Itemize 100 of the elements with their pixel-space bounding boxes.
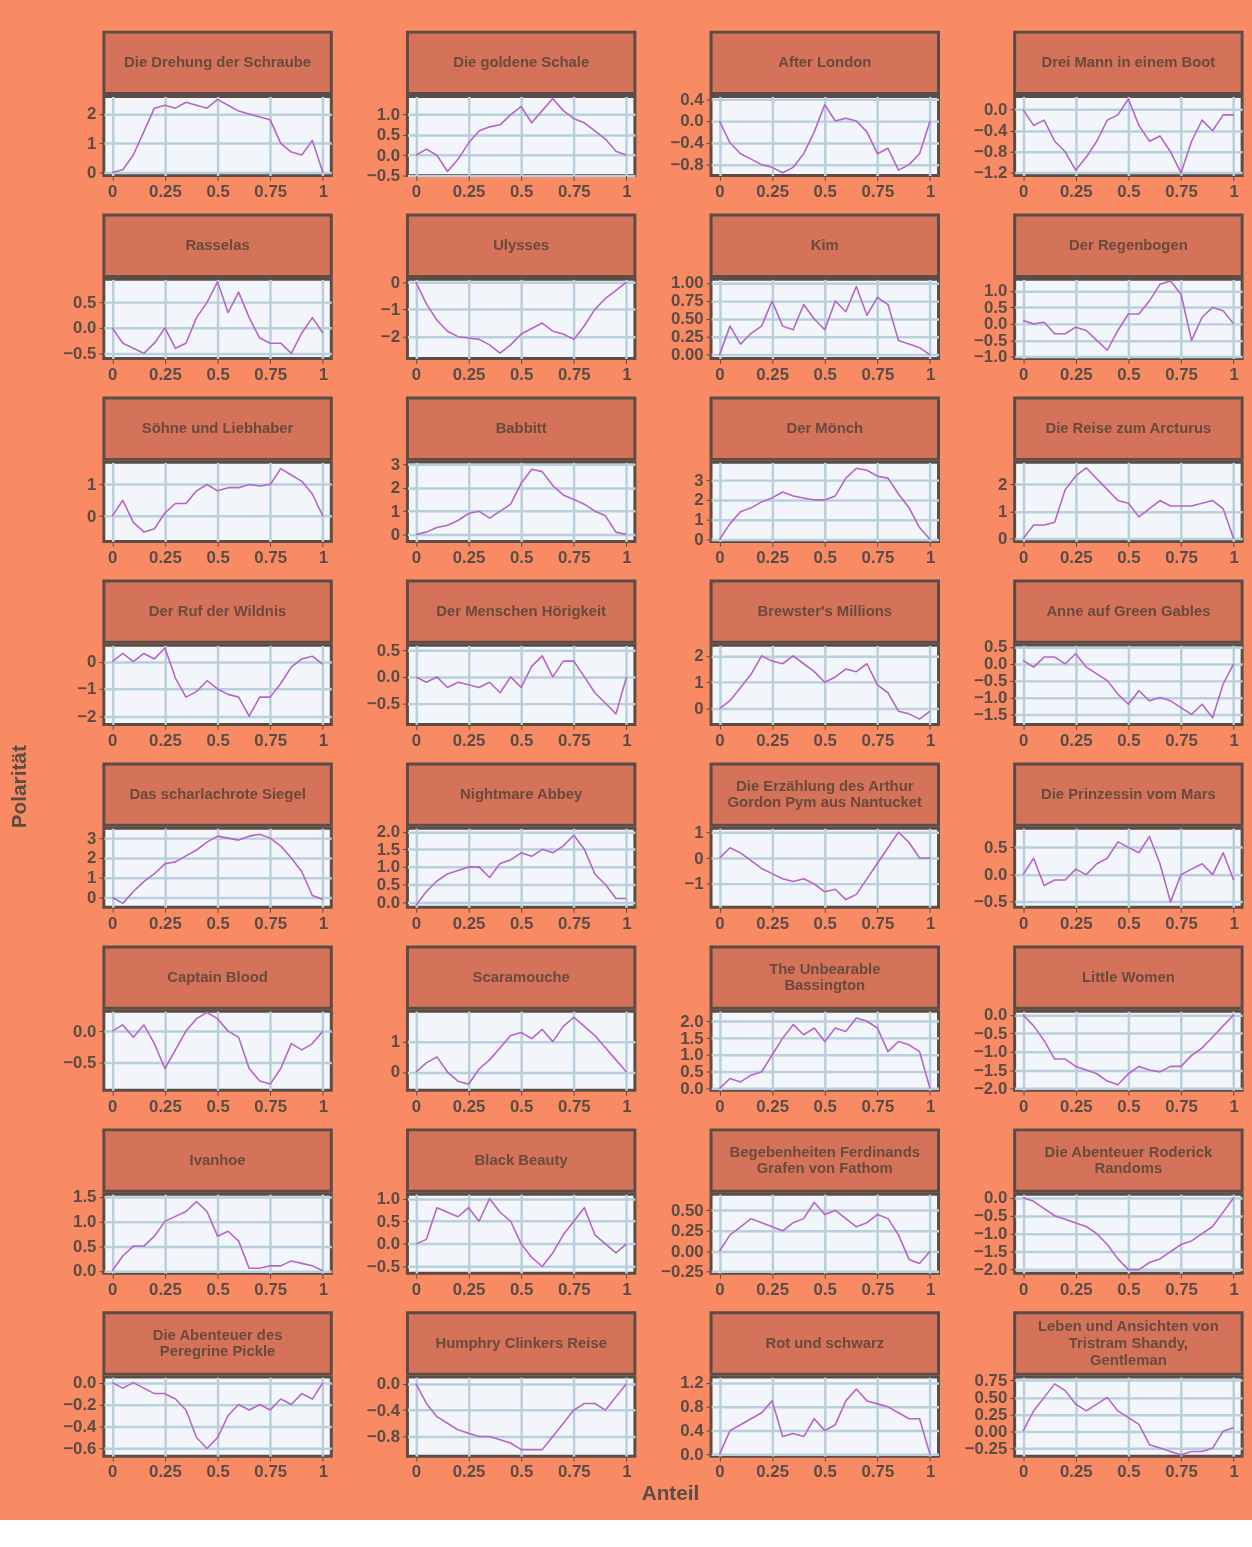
x-tick-label: 0.75 xyxy=(1165,1279,1198,1299)
y-tick-label: −0.5 xyxy=(974,892,1008,912)
y-tick-label: −0.25 xyxy=(964,1438,1008,1458)
x-tick-label: 1 xyxy=(925,181,936,201)
x-tick-label: 0 xyxy=(411,913,422,933)
y-tick-label: 0.0 xyxy=(983,654,1008,674)
x-tick-label: 0.5 xyxy=(1117,1096,1141,1116)
line-series xyxy=(1022,466,1235,540)
y-tick-label: −0.8 xyxy=(670,155,704,175)
x-tick-label: 0.5 xyxy=(509,1096,534,1116)
line-series xyxy=(415,1197,628,1268)
y-tick-label: 0.25 xyxy=(974,1404,1008,1424)
x-tick-label: 0.5 xyxy=(509,1462,534,1482)
y-tick-label: 0.0 xyxy=(680,111,704,131)
x-tick-label: 0.25 xyxy=(452,913,486,933)
x-tick-label: 0 xyxy=(108,913,118,933)
y-tick-label: 0.0 xyxy=(73,1261,97,1281)
x-tick-label: 0.25 xyxy=(756,1279,789,1299)
x-tick-label: 0 xyxy=(715,730,725,750)
x-tick-label: 1 xyxy=(925,913,936,933)
chart-title: Der Mönch xyxy=(786,420,864,437)
y-tick-label: 3 xyxy=(87,828,97,848)
y-tick-label: −1 xyxy=(684,874,704,894)
x-tick-label: 1 xyxy=(622,1096,632,1116)
x-tick-label: 0 xyxy=(411,1462,422,1482)
x-tick-label: 0.25 xyxy=(1059,1096,1093,1116)
x-tick-label: 0.5 xyxy=(1117,547,1141,567)
y-tick-label: 0.0 xyxy=(376,1234,401,1254)
y-tick-label: −0.4 xyxy=(366,1400,401,1420)
x-tick-label: 0 xyxy=(411,364,422,384)
y-tick-label: 2 xyxy=(694,646,704,666)
y-tick-label: 0 xyxy=(694,848,704,868)
y-tick-label: −0.4 xyxy=(63,1416,98,1436)
line-series xyxy=(415,97,628,173)
chart-title: Die Erzählung des Arthur Gordon Pym aus Nantucket xyxy=(727,777,923,811)
y-tick-label: 0.0 xyxy=(376,1374,401,1394)
x-tick-label: 1 xyxy=(1229,364,1239,384)
x-tick-label: 0 xyxy=(108,1279,118,1299)
chart-title: Die Abenteuer Roderick Randoms xyxy=(1044,1143,1213,1177)
x-tick-label: 0.25 xyxy=(149,181,182,201)
y-tick-label: −0.5 xyxy=(974,1023,1008,1043)
chart-title: Brewster's Millions xyxy=(757,603,893,620)
y-tick-label: 0 xyxy=(390,1062,401,1082)
y-tick-label: −0.5 xyxy=(366,165,401,185)
y-tick-label: 0.0 xyxy=(73,1021,97,1041)
line-series xyxy=(718,467,931,541)
y-tick-label: 0.25 xyxy=(670,1221,704,1241)
x-tick-label: 0.5 xyxy=(206,1462,230,1482)
x-tick-label: 0.5 xyxy=(1117,181,1141,201)
x-tick-label: 0.25 xyxy=(149,1279,182,1299)
y-axis-title: Polarität xyxy=(6,745,30,829)
x-tick-label: 0.75 xyxy=(557,730,591,750)
x-tick-label: 0.25 xyxy=(149,1096,182,1116)
x-tick-label: 0.25 xyxy=(1059,547,1093,567)
y-tick-label: 0.5 xyxy=(983,637,1008,657)
line-series xyxy=(415,281,628,354)
x-tick-label: 0 xyxy=(1018,913,1029,933)
y-tick-label: 0.0 xyxy=(983,865,1008,885)
y-tick-label: 0.5 xyxy=(73,1236,97,1256)
x-tick-label: 1 xyxy=(318,913,329,933)
x-tick-label: 0.5 xyxy=(1117,1462,1141,1482)
y-tick-label: −0.5 xyxy=(63,1052,97,1072)
x-tick-label: 1 xyxy=(622,1279,632,1299)
y-tick-label: 1.0 xyxy=(376,857,401,877)
y-tick-label: 0.00 xyxy=(670,1241,704,1261)
x-tick-label: 0 xyxy=(1018,1462,1029,1482)
y-tick-label: 0.5 xyxy=(376,641,401,660)
x-tick-label: 0 xyxy=(715,1279,725,1299)
chart-title: After London xyxy=(778,54,872,71)
y-tick-label: −2.0 xyxy=(974,1260,1008,1280)
x-tick-label: 0.75 xyxy=(254,1462,288,1482)
x-tick-label: 1 xyxy=(318,1279,329,1299)
line-series xyxy=(1022,1014,1235,1086)
chart-title: Humphry Clinkers Reise xyxy=(435,1334,607,1351)
x-tick-label: 0.75 xyxy=(861,364,895,384)
x-tick-label: 0 xyxy=(715,1096,725,1116)
chart-title: Söhne und Liebhaber xyxy=(141,420,294,437)
chart-title: Anne auf Green Gables xyxy=(1046,603,1211,620)
x-tick-label: 0 xyxy=(411,1096,422,1116)
x-tick-label: 1 xyxy=(318,547,329,567)
x-tick-label: 0 xyxy=(411,547,422,567)
x-tick-label: 0.75 xyxy=(1165,1096,1198,1116)
y-tick-label: 0.0 xyxy=(680,1079,704,1099)
line-series xyxy=(1022,280,1235,352)
line-series xyxy=(111,647,324,717)
chart-title: Ulysses xyxy=(493,237,550,254)
x-tick-label: 0.25 xyxy=(149,730,182,750)
chart-title: Captain Blood xyxy=(167,969,268,986)
y-tick-label: 0 xyxy=(694,529,704,549)
x-tick-label: 1 xyxy=(318,181,329,201)
chart-title: Black Beauty xyxy=(474,1151,569,1168)
x-tick-label: 0.5 xyxy=(509,181,534,201)
x-tick-label: 0.25 xyxy=(452,1462,486,1482)
x-tick-label: 1 xyxy=(318,364,329,384)
line-series xyxy=(111,98,324,174)
y-tick-label: 0.0 xyxy=(983,1005,1008,1025)
x-tick-label: 1 xyxy=(622,181,632,201)
y-tick-label: 1 xyxy=(997,501,1008,521)
y-tick-label: 1.0 xyxy=(680,1045,704,1065)
y-tick-label: −0.5 xyxy=(63,343,97,363)
